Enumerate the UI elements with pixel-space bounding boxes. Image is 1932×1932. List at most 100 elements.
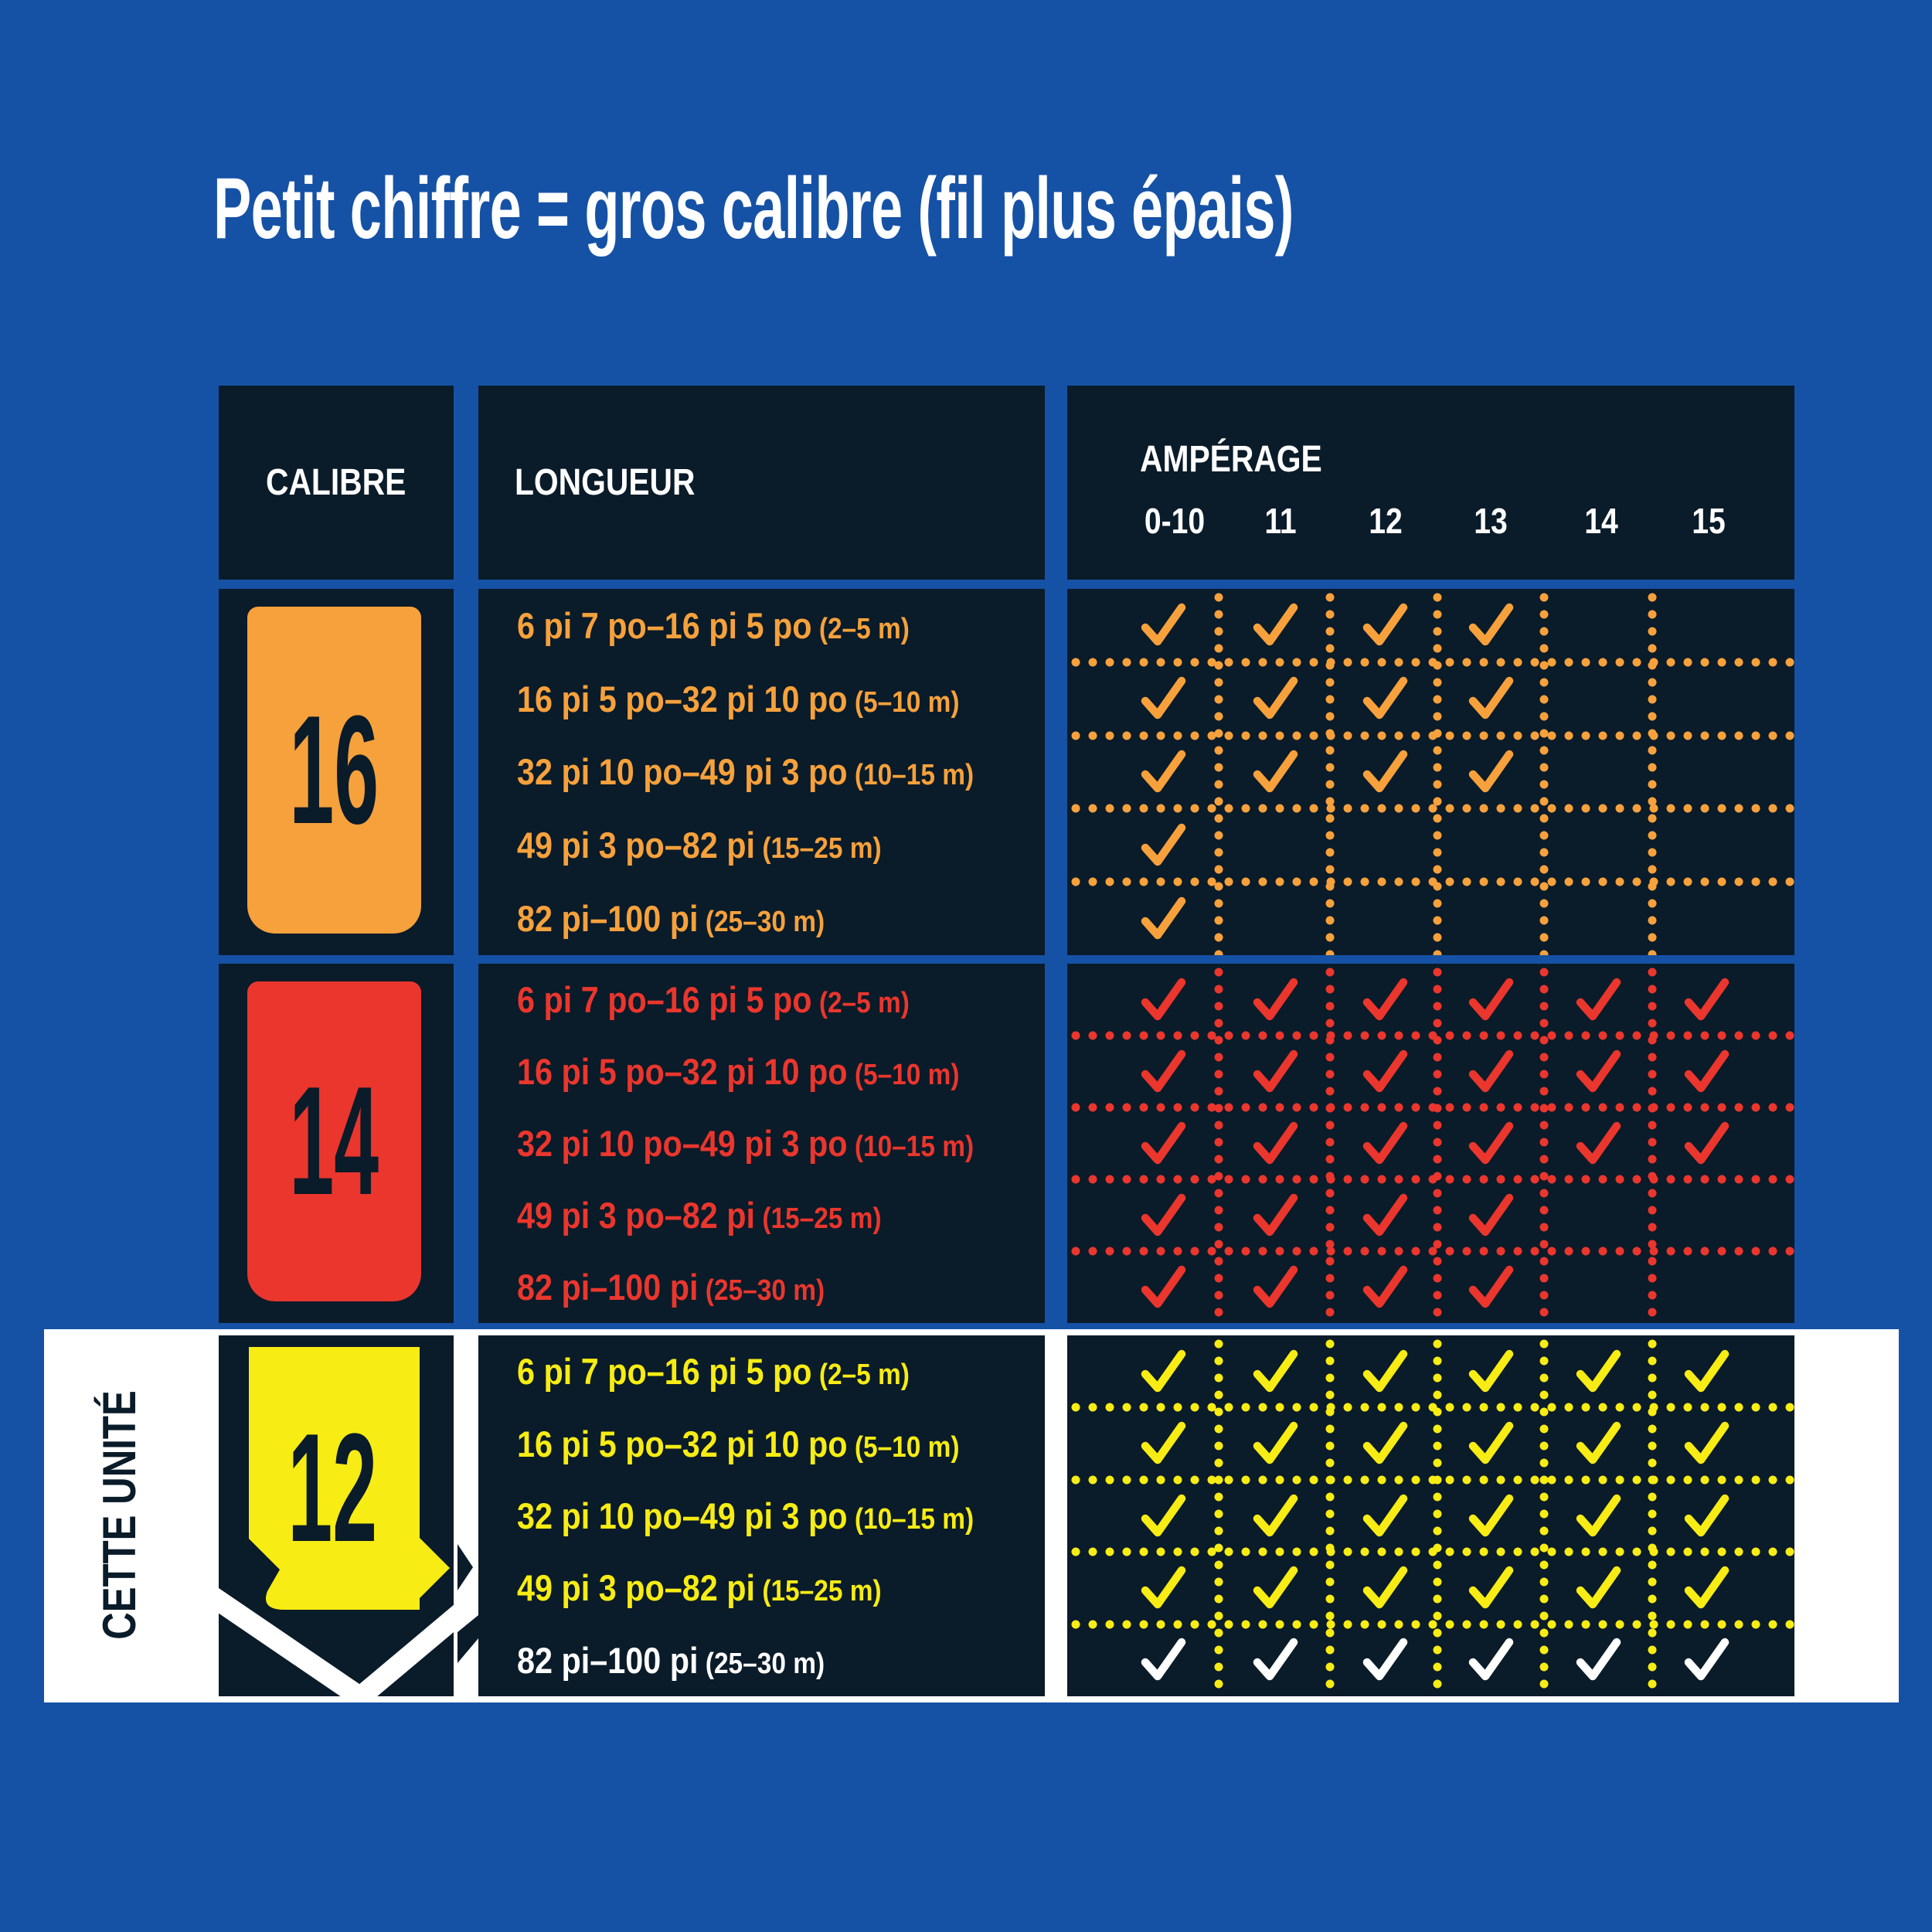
check-mark: [1251, 1120, 1299, 1168]
check-icon: [1468, 750, 1514, 793]
check-mark: [1251, 976, 1299, 1024]
check-mark: [1139, 1636, 1187, 1684]
check-mark: [1682, 1492, 1730, 1540]
dotted-separator-vertical: [1433, 964, 1442, 1323]
check-mark: [1251, 1348, 1299, 1396]
calibre-number-12: 12: [255, 1410, 410, 1565]
length-row: 82 pi–100 pi (25–30 m): [478, 1251, 1045, 1323]
check-mark: [1139, 1120, 1187, 1168]
length-text: 82 pi–100 pi (25–30 m): [517, 898, 825, 940]
dotted-separator-vertical: [1325, 1335, 1335, 1696]
check-icon: [1141, 676, 1186, 719]
length-text: 82 pi–100 pi (25–30 m): [517, 1639, 825, 1681]
length-text: 49 pi 3 po–82 pi (15–25 m): [517, 825, 882, 866]
length-row: 16 pi 5 po–32 pi 10 po (5–10 m): [478, 1036, 1045, 1107]
check-mark: [1682, 1564, 1730, 1612]
length-panel-14: 6 pi 7 po–16 pi 5 po (2–5 m) 16 pi 5 po–3…: [478, 964, 1045, 1323]
check-icon: [1362, 1638, 1408, 1681]
check-mark: [1574, 1420, 1622, 1468]
check-icon: [1141, 1265, 1186, 1308]
check-mark: [1467, 1120, 1515, 1168]
length-row: 32 pi 10 po–49 pi 3 po (10–15 m): [478, 736, 1045, 809]
check-icon: [1253, 1566, 1298, 1609]
check-icon: [1141, 1638, 1186, 1681]
check-icon: [1362, 1193, 1408, 1236]
check-mark: [1361, 1564, 1409, 1612]
check-icon: [1141, 750, 1186, 793]
dotted-separator-vertical: [1539, 589, 1549, 955]
length-row: 82 pi–100 pi (25–30 m): [478, 882, 1045, 955]
check-mark: [1361, 1636, 1409, 1684]
check-icon: [1576, 1121, 1621, 1164]
check-icon: [1253, 1193, 1298, 1236]
check-icon: [1576, 1421, 1621, 1464]
check-mark: [1361, 748, 1409, 796]
check-icon: [1141, 1049, 1186, 1092]
check-icon: [1362, 1566, 1408, 1609]
check-icon: [1468, 978, 1514, 1020]
check-mark: [1361, 1348, 1409, 1396]
check-mark: [1467, 748, 1515, 796]
check-mark: [1251, 1492, 1299, 1540]
calibre-number-text: 12: [287, 1401, 377, 1574]
check-mark: [1251, 1192, 1299, 1240]
length-row: 49 pi 3 po–82 pi (15–25 m): [478, 808, 1045, 882]
page-title: Petit chiffre = gros calibre (fil plus é…: [213, 160, 1294, 257]
check-mark: [1251, 1264, 1299, 1311]
check-icon: [1362, 1265, 1408, 1308]
check-icon: [1141, 1494, 1186, 1536]
dotted-separator-horizontal: [1067, 1175, 1794, 1184]
dotted-separator-horizontal: [1067, 1619, 1794, 1629]
check-mark: [1251, 748, 1299, 796]
check-mark: [1467, 1420, 1515, 1468]
length-text: 49 pi 3 po–82 pi (15–25 m): [517, 1567, 882, 1609]
check-icon: [1362, 1121, 1408, 1164]
check-mark: [1467, 1564, 1515, 1612]
check-icon: [1141, 1421, 1186, 1464]
check-icon: [1362, 676, 1408, 719]
dotted-separator-horizontal: [1067, 657, 1794, 667]
check-icon: [1684, 978, 1730, 1020]
length-text: 32 pi 10 po–49 pi 3 po (10–15 m): [517, 751, 975, 793]
check-mark: [1139, 1048, 1187, 1096]
check-icon: [1253, 1638, 1298, 1681]
check-mark: [1139, 1420, 1187, 1468]
amperage-col-15: 15: [1692, 501, 1726, 541]
check-icon: [1253, 676, 1298, 719]
dotted-separator-vertical: [1539, 1335, 1549, 1696]
check-icon: [1253, 1121, 1298, 1164]
check-mark: [1361, 601, 1409, 649]
check-icon: [1468, 1421, 1514, 1464]
gauge-cell-14: 14: [219, 964, 454, 1323]
check-icon: [1684, 1049, 1730, 1092]
check-icon: [1684, 1638, 1730, 1681]
check-mark: [1574, 1564, 1622, 1612]
check-mark: [1251, 601, 1299, 649]
length-text: 6 pi 7 po–16 pi 5 po (2–5 m): [517, 604, 910, 646]
header-amperage-label: AMPÉRAGE: [1140, 439, 1322, 480]
check-icon: [1468, 1566, 1514, 1609]
check-mark: [1251, 1636, 1299, 1684]
dotted-separator-horizontal: [1067, 1547, 1794, 1557]
check-mark: [1251, 1420, 1299, 1468]
check-mark: [1139, 675, 1187, 723]
check-mark: [1574, 1636, 1622, 1684]
length-row: 16 pi 5 po–32 pi 10 po (5–10 m): [478, 1407, 1045, 1479]
dotted-separator-horizontal: [1067, 877, 1794, 887]
amperage-col-12: 12: [1369, 501, 1403, 541]
header-longueur: LONGUEUR: [478, 386, 1045, 580]
length-text: 49 pi 3 po–82 pi (15–25 m): [517, 1195, 882, 1236]
check-mark: [1361, 1420, 1409, 1468]
header-amperage: AMPÉRAGE 0-10 11 12 13 14 15: [1067, 386, 1794, 580]
check-icon: [1141, 1193, 1186, 1236]
check-icon: [1684, 1349, 1730, 1392]
check-mark: [1361, 1264, 1409, 1311]
check-mark: [1467, 1192, 1515, 1240]
check-icon: [1468, 1049, 1514, 1092]
length-text: 16 pi 5 po–32 pi 10 po (5–10 m): [517, 1051, 960, 1092]
dotted-separator-horizontal: [1067, 1247, 1794, 1256]
check-mark: [1682, 1048, 1730, 1096]
dotted-separator-vertical: [1539, 964, 1549, 1323]
check-mark: [1251, 675, 1299, 723]
